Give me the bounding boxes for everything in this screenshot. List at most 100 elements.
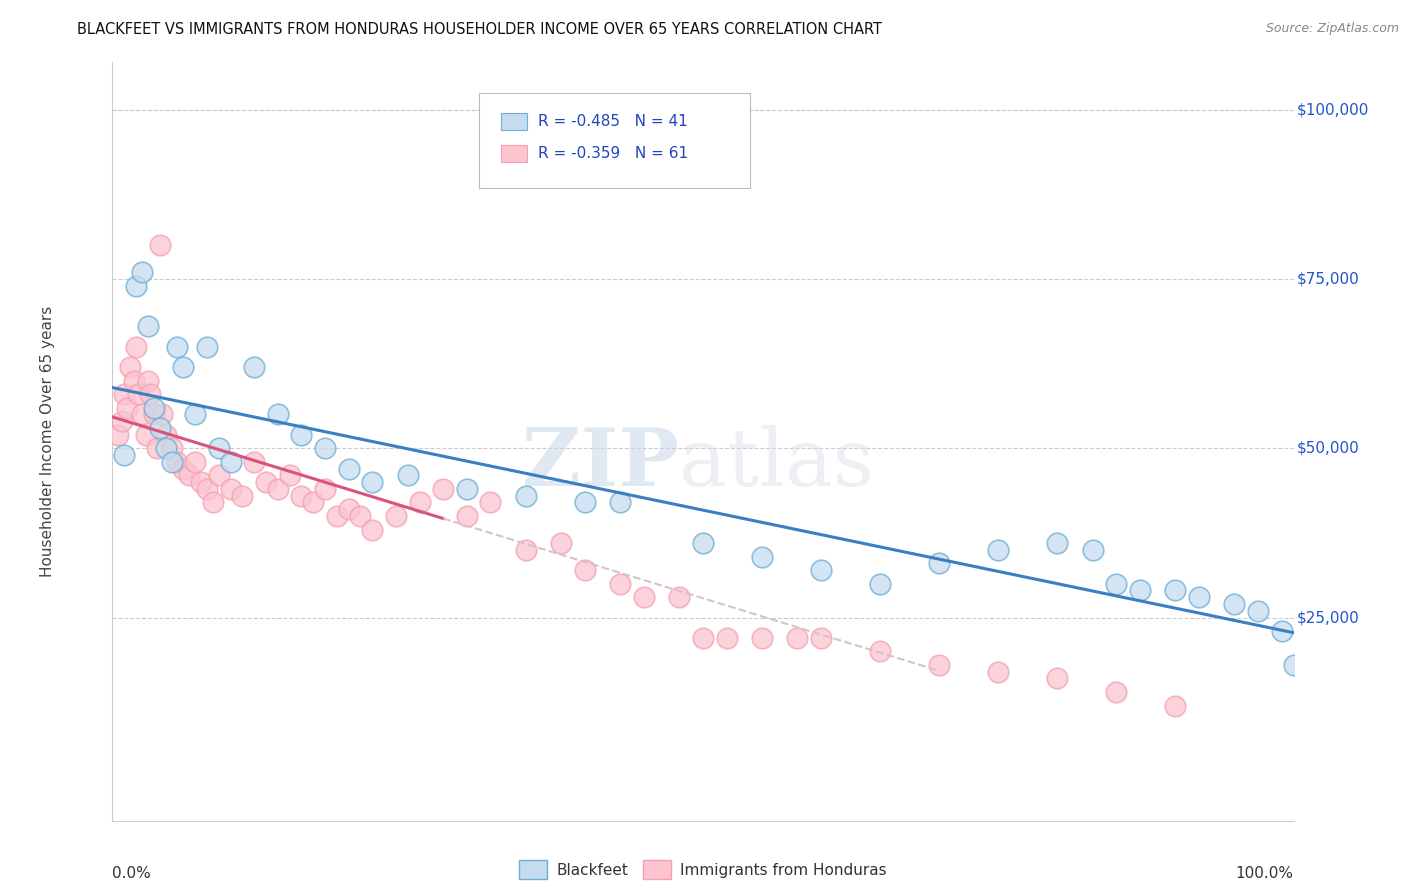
Point — [515, 489, 537, 503]
Point — [155, 442, 177, 456]
Point — [987, 665, 1010, 679]
Point — [432, 482, 454, 496]
Point — [1105, 685, 1128, 699]
Point — [139, 387, 162, 401]
Point — [243, 455, 266, 469]
Point — [928, 557, 950, 571]
Point — [112, 387, 135, 401]
Point — [231, 489, 253, 503]
Point — [349, 508, 371, 523]
Text: $75,000: $75,000 — [1298, 271, 1360, 286]
Point — [107, 427, 129, 442]
Point — [267, 408, 290, 422]
Point — [142, 401, 165, 415]
Point — [1046, 536, 1069, 550]
Text: R = -0.359   N = 61: R = -0.359 N = 61 — [537, 146, 688, 161]
Point — [810, 563, 832, 577]
Point — [479, 495, 502, 509]
Point — [361, 475, 384, 490]
Point — [120, 360, 142, 375]
Point — [1105, 576, 1128, 591]
Point — [869, 576, 891, 591]
Point — [314, 482, 336, 496]
Point — [125, 340, 148, 354]
Point — [385, 508, 408, 523]
Point — [243, 360, 266, 375]
Point — [515, 542, 537, 557]
Point — [142, 408, 165, 422]
Point — [751, 631, 773, 645]
Point — [668, 591, 690, 605]
Point — [302, 495, 325, 509]
Point — [314, 442, 336, 456]
FancyBboxPatch shape — [478, 93, 751, 187]
Text: $25,000: $25,000 — [1298, 610, 1360, 625]
Point — [692, 631, 714, 645]
Point — [1081, 542, 1104, 557]
Point — [111, 414, 134, 428]
Point — [160, 442, 183, 456]
Point — [172, 360, 194, 375]
Point — [456, 508, 478, 523]
Point — [150, 408, 173, 422]
Point — [396, 468, 419, 483]
Point — [219, 455, 242, 469]
Point — [609, 495, 631, 509]
Text: Householder Income Over 65 years: Householder Income Over 65 years — [39, 306, 55, 577]
Point — [869, 644, 891, 658]
Point — [190, 475, 212, 490]
Text: $50,000: $50,000 — [1298, 441, 1360, 456]
Point — [125, 278, 148, 293]
FancyBboxPatch shape — [501, 113, 527, 130]
Text: ZIP: ZIP — [523, 425, 679, 503]
Point — [136, 374, 159, 388]
Text: atlas: atlas — [679, 425, 875, 503]
Point — [201, 495, 224, 509]
Point — [136, 319, 159, 334]
Point — [254, 475, 277, 490]
Point — [408, 495, 430, 509]
Point — [149, 238, 172, 252]
Point — [166, 340, 188, 354]
Point — [1271, 624, 1294, 639]
Point — [1188, 591, 1211, 605]
Point — [574, 563, 596, 577]
Text: 100.0%: 100.0% — [1236, 866, 1294, 881]
Legend: Blackfeet, Immigrants from Honduras: Blackfeet, Immigrants from Honduras — [513, 855, 893, 885]
Point — [172, 461, 194, 475]
Text: 0.0%: 0.0% — [112, 866, 152, 881]
Point — [1282, 657, 1305, 672]
Point — [633, 591, 655, 605]
Point — [135, 427, 157, 442]
Point — [337, 461, 360, 475]
Point — [160, 455, 183, 469]
Point — [326, 508, 349, 523]
Point — [716, 631, 738, 645]
Point — [1164, 698, 1187, 713]
Point — [786, 631, 808, 645]
Point — [987, 542, 1010, 557]
Text: $100,000: $100,000 — [1298, 103, 1369, 118]
Point — [290, 489, 312, 503]
Point — [278, 468, 301, 483]
Text: BLACKFEET VS IMMIGRANTS FROM HONDURAS HOUSEHOLDER INCOME OVER 65 YEARS CORRELATI: BLACKFEET VS IMMIGRANTS FROM HONDURAS HO… — [77, 22, 883, 37]
Point — [166, 455, 188, 469]
Point — [550, 536, 572, 550]
Point — [1164, 583, 1187, 598]
Point — [184, 408, 207, 422]
Point — [219, 482, 242, 496]
Point — [208, 442, 231, 456]
Point — [155, 427, 177, 442]
Point — [149, 421, 172, 435]
Point — [928, 657, 950, 672]
Point — [131, 408, 153, 422]
Point — [267, 482, 290, 496]
Point — [692, 536, 714, 550]
Point — [146, 442, 169, 456]
Point — [1247, 604, 1270, 618]
Point — [456, 482, 478, 496]
Point — [609, 576, 631, 591]
Point — [184, 455, 207, 469]
Point — [337, 502, 360, 516]
FancyBboxPatch shape — [501, 145, 527, 161]
